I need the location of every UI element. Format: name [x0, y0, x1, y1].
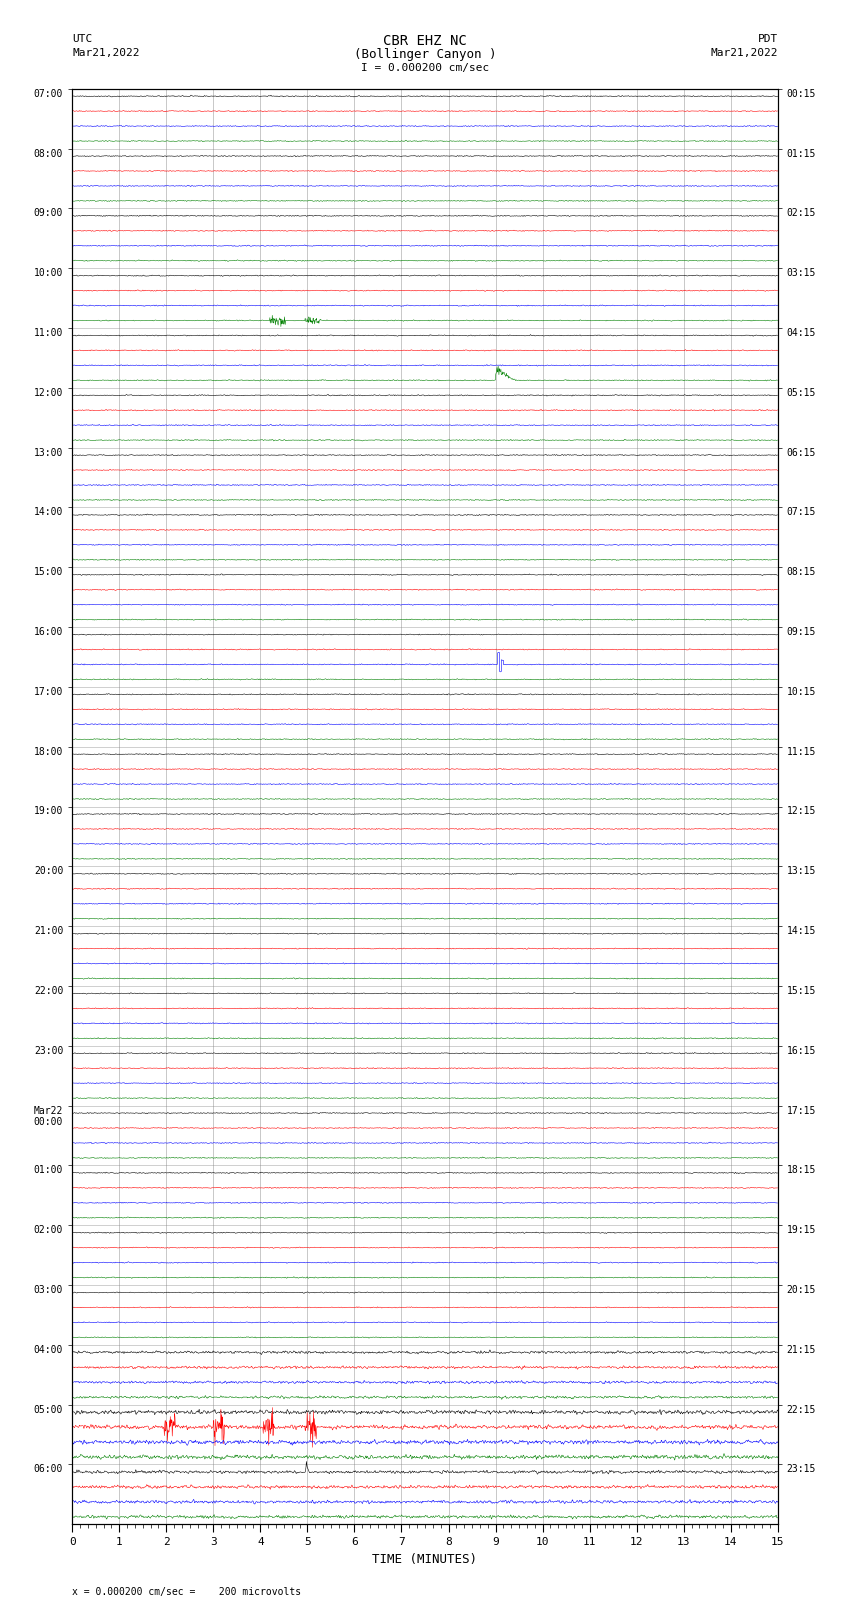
- Text: x = 0.000200 cm/sec =    200 microvolts: x = 0.000200 cm/sec = 200 microvolts: [72, 1587, 302, 1597]
- Text: CBR EHZ NC: CBR EHZ NC: [383, 34, 467, 48]
- Text: UTC: UTC: [72, 34, 93, 44]
- Text: I = 0.000200 cm/sec: I = 0.000200 cm/sec: [361, 63, 489, 73]
- Text: PDT: PDT: [757, 34, 778, 44]
- Text: Mar21,2022: Mar21,2022: [72, 48, 139, 58]
- X-axis label: TIME (MINUTES): TIME (MINUTES): [372, 1553, 478, 1566]
- Text: (Bollinger Canyon ): (Bollinger Canyon ): [354, 48, 496, 61]
- Text: Mar21,2022: Mar21,2022: [711, 48, 778, 58]
